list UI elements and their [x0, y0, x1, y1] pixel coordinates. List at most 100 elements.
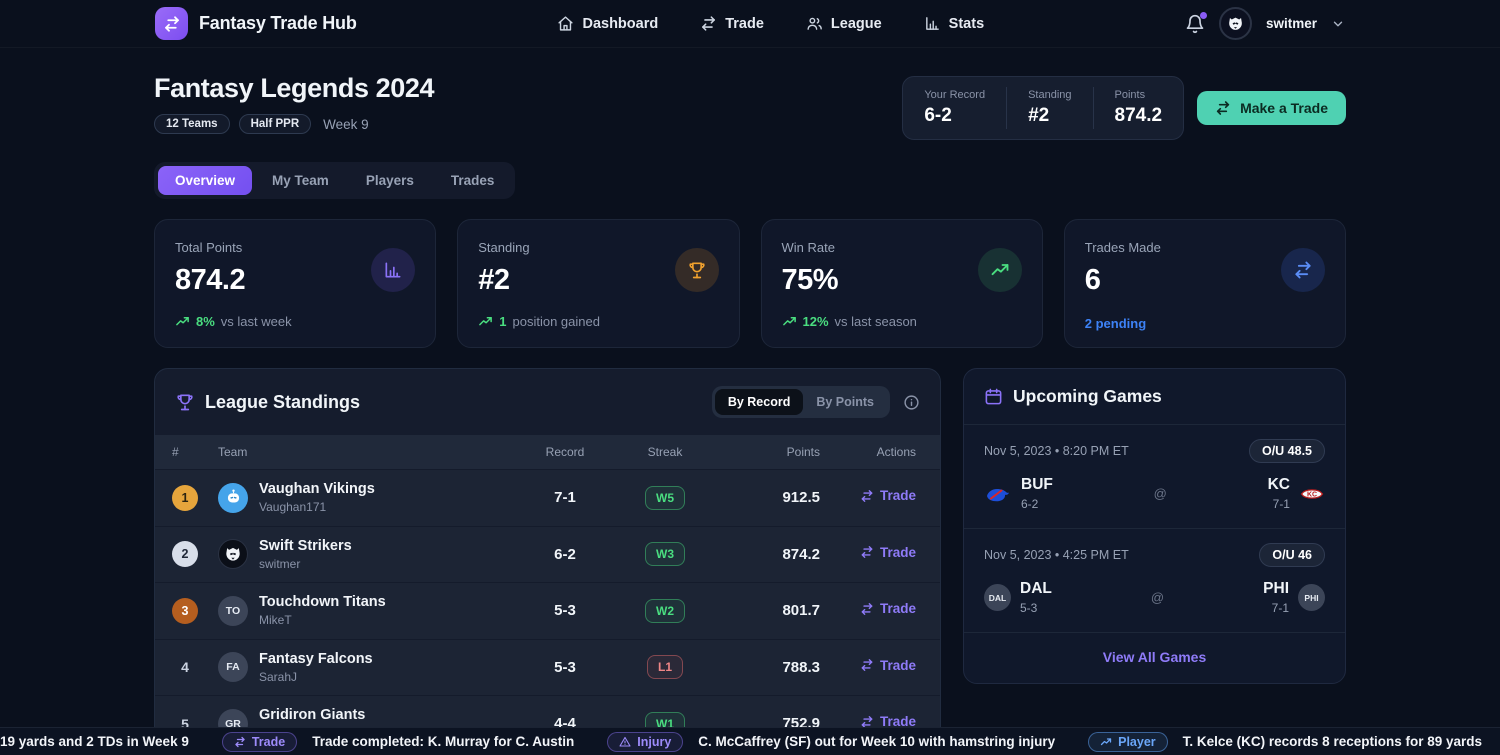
chevron-down-icon[interactable]	[1331, 17, 1345, 31]
home-team-abbr: PHI	[1263, 580, 1289, 597]
view-all-games-link[interactable]: View All Games	[1102, 649, 1207, 665]
make-a-trade-button[interactable]: Make a Trade	[1197, 91, 1346, 125]
table-row: 2 Swift Strikers switmer 6-2 W3 874.2 Tr…	[155, 525, 940, 582]
nav-item-dashboard[interactable]: Dashboard	[557, 15, 658, 32]
team-record: 6-2	[554, 545, 576, 563]
away-team-record: 5-3	[1020, 601, 1038, 615]
bar-chart-icon	[371, 248, 416, 292]
ticker-text: T. Kelce (KC) records 8 receptions for 8…	[1182, 734, 1483, 749]
phi-logo-circle: PHI	[1298, 584, 1325, 611]
team-record: 7-1	[554, 489, 576, 507]
nav-item-trade[interactable]: Trade	[700, 15, 764, 32]
nav-label: Dashboard	[582, 15, 659, 32]
user-avatar[interactable]	[1218, 7, 1252, 40]
team-owner: SarahJ	[259, 669, 298, 684]
team-name[interactable]: Swift Strikers	[259, 537, 352, 554]
tab-trades[interactable]: Trades	[450, 173, 495, 188]
standing-label: Standing	[1028, 89, 1072, 101]
game-card[interactable]: Nov 5, 2023 • 8:20 PM ET O/U 48.5 BUF 6-…	[964, 425, 1345, 529]
stat-card-win-rate: Win Rate 75% 12% vs last season	[760, 219, 1043, 348]
trend-up-icon	[175, 314, 190, 329]
trend-up-icon	[782, 314, 797, 329]
column-header-streak: Streak	[647, 445, 683, 459]
points-value: 874.2	[1114, 105, 1163, 126]
team-name[interactable]: Gridiron Giants	[259, 707, 366, 724]
tab-players[interactable]: Players	[365, 173, 414, 188]
teams-badge: 12 Teams	[154, 114, 230, 134]
stat-value: 75%	[781, 264, 839, 296]
ticker-text: Trade completed: K. Murray for C. Austin	[312, 734, 575, 749]
notifications-bell-icon[interactable]	[1185, 11, 1207, 34]
table-row: 1 Vaughan Vikings Vaughan171 7-1 W5 912.…	[155, 469, 940, 526]
streak-badge: L1	[646, 655, 683, 680]
ticker-text: C. McCaffrey (SF) out for Week 10 with h…	[698, 734, 1056, 749]
pending-trades-note[interactable]: 2 pending	[1084, 316, 1147, 331]
table-row: 3 TO Touchdown Titans MikeT 5-3 W2 801.7…	[155, 582, 940, 639]
stat-delta: 8%	[196, 314, 215, 329]
badge-label: Trade	[251, 734, 286, 749]
team-points: 912.5	[782, 489, 820, 507]
nav-item-stats[interactable]: Stats	[924, 15, 984, 32]
bar-chart-icon	[924, 15, 941, 32]
standings-table-header: # Team Record Streak Points Actions	[155, 435, 940, 469]
standings-sort-toggle: By Record By Points	[711, 386, 890, 418]
stat-delta-suffix: vs last season	[834, 314, 917, 329]
brand[interactable]: Fantasy Trade Hub	[155, 7, 357, 40]
calendar-icon	[984, 387, 1003, 406]
team-name[interactable]: Vaughan Vikings	[259, 481, 375, 498]
at-symbol: @	[1153, 486, 1167, 501]
over-under-badge: O/U 48.5	[1248, 439, 1325, 463]
team-owner: MikeT	[259, 613, 292, 628]
sort-by-record-button[interactable]: By Record	[714, 389, 804, 415]
news-ticker[interactable]: 19 yards and 2 TDs in Week 9 Trade Trade…	[0, 727, 1500, 755]
trade-button[interactable]: Trade	[860, 488, 916, 503]
chiefs-logo-icon: KC	[1299, 484, 1325, 504]
away-team-abbr: DAL	[1020, 580, 1052, 597]
tab-overview[interactable]: Overview	[158, 166, 253, 195]
column-header-record: Record	[545, 445, 585, 459]
username[interactable]: switmer	[1265, 16, 1317, 31]
team-record: 5-3	[554, 602, 576, 620]
nav-label: League	[830, 15, 882, 32]
notification-dot	[1199, 11, 1207, 19]
scoring-badge: Half PPR	[238, 114, 312, 134]
home-team-record: 7-1	[1272, 497, 1290, 511]
over-under-badge: O/U 46	[1259, 543, 1325, 567]
injury-news-badge: Injury	[607, 731, 684, 752]
sort-by-points-button[interactable]: By Points	[816, 395, 874, 409]
trade-button[interactable]: Trade	[860, 658, 916, 673]
team-name[interactable]: Fantasy Falcons	[259, 650, 373, 667]
info-icon[interactable]	[903, 394, 920, 411]
upcoming-games-panel: Upcoming Games Nov 5, 2023 • 8:20 PM ET …	[963, 368, 1346, 684]
trophy-icon	[175, 392, 195, 412]
team-name[interactable]: Touchdown Titans	[259, 594, 386, 611]
stat-label: Standing	[478, 240, 530, 255]
ticker-text: 19 yards and 2 TDs in Week 9	[0, 734, 189, 749]
player-news-badge: Player	[1088, 731, 1168, 752]
initials-avatar: TO	[218, 595, 248, 626]
trade-button[interactable]: Trade	[860, 545, 916, 560]
stat-value: 6	[1084, 264, 1101, 296]
tab-my-team[interactable]: My Team	[272, 173, 329, 188]
trade-button[interactable]: Trade	[860, 601, 916, 616]
team-points: 801.7	[782, 602, 820, 620]
trade-label: Trade	[879, 488, 916, 503]
rank-badge: 1	[172, 484, 198, 511]
trade-button[interactable]: Trade	[860, 714, 916, 729]
team-points: 874.2	[782, 545, 820, 563]
record-summary-card: Your Record 6-2 Standing #2 Points 874.2	[902, 76, 1185, 140]
trend-up-icon	[977, 248, 1022, 292]
rank-badge: 4	[181, 659, 189, 676]
swap-icon	[1215, 100, 1231, 116]
rank-badge: 2	[172, 541, 198, 568]
badge-label: Player	[1118, 734, 1156, 749]
at-symbol: @	[1150, 590, 1165, 605]
trade-label: Trade	[879, 714, 916, 729]
stat-label: Win Rate	[781, 240, 835, 255]
team-points: 788.3	[782, 658, 820, 676]
game-card[interactable]: Nov 5, 2023 • 4:25 PM ET O/U 46 DAL DAL …	[964, 529, 1345, 633]
page-header: Fantasy Legends 2024 12 Teams Half PPR W…	[154, 73, 1346, 140]
nav-item-league[interactable]: League	[806, 15, 882, 32]
badge-label: Injury	[637, 734, 672, 749]
team-owner: switmer	[259, 556, 301, 571]
